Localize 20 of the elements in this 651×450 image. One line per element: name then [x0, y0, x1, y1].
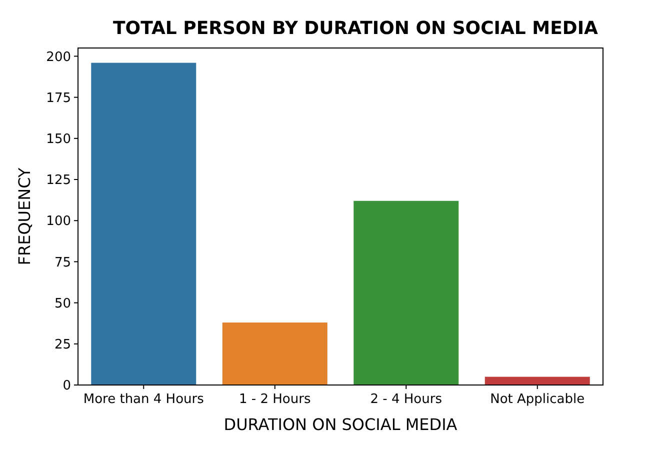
y-tick-label: 150	[46, 132, 71, 147]
x-tick-label: More than 4 Hours	[83, 392, 204, 407]
x-tick-label: 1 - 2 Hours	[239, 392, 311, 407]
bar	[91, 62, 196, 385]
y-tick-label: 25	[54, 337, 71, 352]
y-tick-label: 100	[46, 214, 71, 230]
chart-title: TOTAL PERSON BY DURATION ON SOCIAL MEDIA	[113, 18, 598, 39]
y-tick-label: 50	[54, 296, 71, 312]
y-tick-label: 175	[46, 90, 71, 106]
y-tick-label: 125	[46, 173, 71, 188]
x-tick-label: Not Applicable	[490, 392, 585, 407]
x-axis-title: DURATION ON SOCIAL MEDIA	[224, 415, 458, 434]
bar	[484, 376, 590, 385]
y-tick-label: 0	[62, 378, 71, 394]
bar	[354, 200, 459, 385]
x-tick-label: 2 - 4 Hours	[370, 392, 442, 407]
bar	[222, 322, 328, 385]
y-tick-label: 200	[46, 50, 71, 65]
y-tick-label: 75	[54, 255, 71, 270]
y-axis-title: FREQUENCY	[15, 168, 34, 266]
